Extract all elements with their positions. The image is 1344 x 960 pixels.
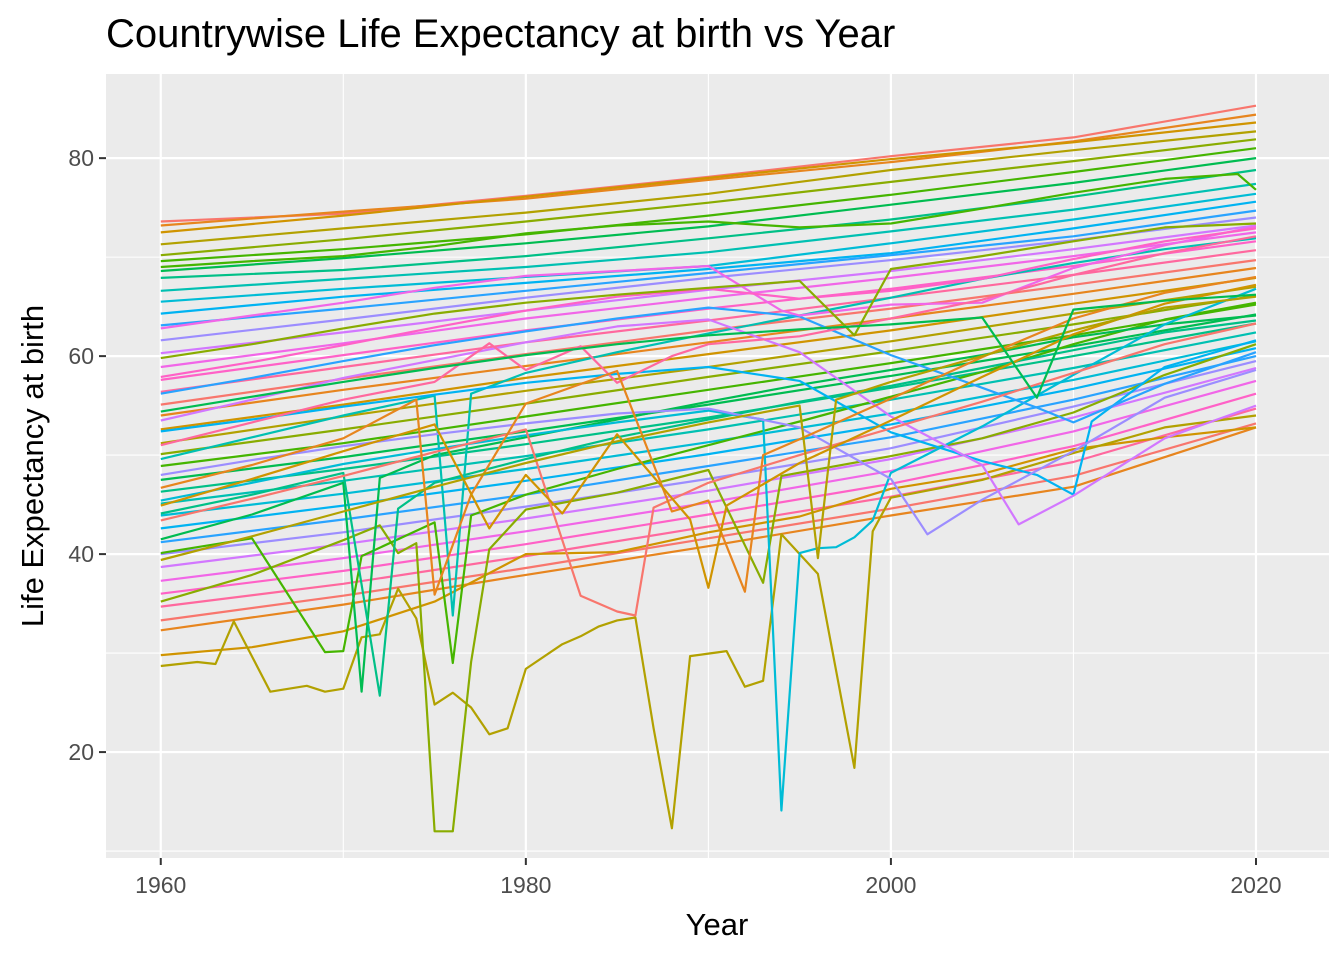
series-line [160,172,1257,269]
x-tick-label: 2000 [865,872,916,898]
series-line [160,322,1257,617]
series-line [160,121,1257,234]
series-line [160,322,1257,493]
series-line [160,392,1257,595]
series-line [160,347,1257,530]
series-line [160,157,1257,273]
series-line [160,426,1257,657]
y-tick-label: 20 [68,739,94,765]
series-line [160,209,1257,327]
series-line [160,355,1257,544]
series-line [160,314,1257,693]
grid-lines [106,74,1329,858]
series-line [160,275,1257,596]
series-line [160,306,1257,424]
series-line [160,235,1257,447]
x-axis-title: Year [686,907,749,942]
series-line [160,422,1257,622]
series-line [160,222,1257,360]
series-line [160,426,1257,632]
x-tick-label: 2020 [1230,872,1281,898]
series-line [160,168,1257,279]
series-line [160,266,1257,417]
chart-title: Countrywise Life Expectancy at birth vs … [106,12,895,56]
series-line [160,237,1257,617]
series-line [160,360,1257,556]
series-line [160,343,1257,833]
series-line [160,414,1257,830]
series-line [160,276,1257,431]
plot-panel [106,74,1329,858]
series-line [160,225,1257,330]
series-line [160,331,1257,505]
x-tick-label: 1960 [135,872,186,898]
series-lines [160,104,1257,833]
series-line [160,313,1257,481]
series-line [160,138,1257,257]
series-line [160,407,1257,608]
x-tick-label: 1980 [500,872,551,898]
series-line [160,295,1257,562]
series-line [160,293,1257,413]
series-line [160,319,1257,697]
y-tick-label: 60 [68,343,94,369]
series-line [160,231,1257,369]
series-line [160,294,1257,456]
series-line [160,339,1257,496]
y-tick-label: 80 [68,145,94,171]
series-line [160,287,1257,812]
series-line [160,318,1257,526]
series-line [160,147,1257,263]
series-line [160,368,1257,536]
series-line [160,130,1257,246]
y-tick-label: 40 [68,541,94,567]
series-line [160,200,1257,315]
y-axis-title: Life Expectancy at birth [15,305,50,627]
series-line [160,366,1257,569]
series-line [160,182,1257,292]
